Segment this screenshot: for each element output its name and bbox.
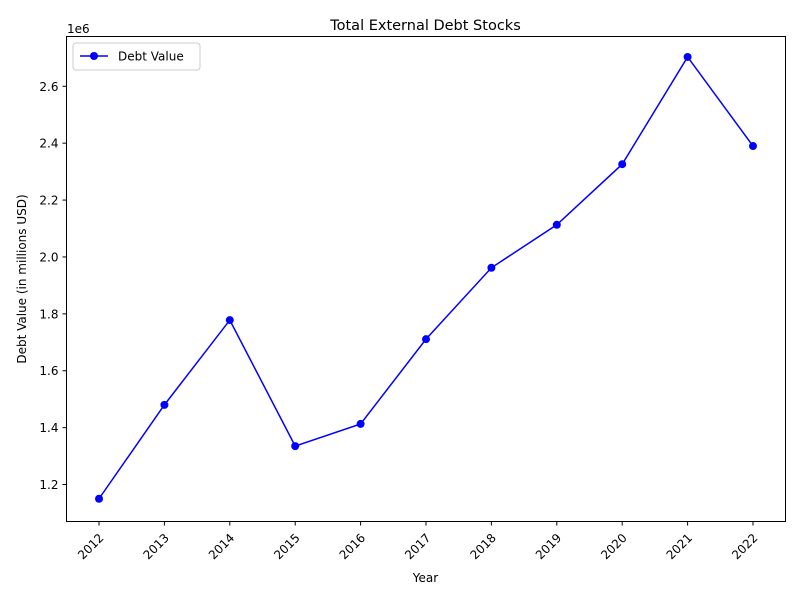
data-point bbox=[552, 220, 561, 229]
y-tick-label: 2.0 bbox=[39, 250, 58, 264]
data-point bbox=[291, 442, 300, 451]
y-offset-text: 1e6 bbox=[67, 22, 90, 36]
data-point bbox=[487, 263, 496, 272]
x-axis-label: Year bbox=[412, 571, 438, 585]
data-point bbox=[356, 419, 365, 428]
y-axis-label: Debt Value (in millions USD) bbox=[15, 194, 29, 363]
legend-box bbox=[72, 42, 201, 71]
data-point bbox=[160, 400, 169, 409]
y-tick-label: 1.4 bbox=[39, 421, 58, 435]
y-tick-label: 1.2 bbox=[39, 478, 58, 492]
series-layer bbox=[95, 52, 757, 503]
data-point bbox=[95, 494, 103, 503]
chart-title: Total External Debt Stocks bbox=[329, 18, 521, 34]
legend-label: Debt Value bbox=[118, 50, 184, 64]
y-tick-label: 2.6 bbox=[39, 80, 58, 94]
y-axis-ticks: 1.2 1.4 1.6 1.8 2.0 2.2 2.4 2.6 bbox=[39, 80, 67, 492]
y-tick-label: 2.2 bbox=[39, 194, 58, 208]
data-point bbox=[618, 160, 627, 169]
legend-marker bbox=[90, 52, 98, 60]
data-point bbox=[422, 335, 430, 344]
legend: Debt Value bbox=[72, 42, 201, 71]
y-tick-label: 1.8 bbox=[39, 307, 58, 321]
data-point bbox=[749, 142, 757, 151]
y-tick-label: 2.4 bbox=[39, 137, 58, 151]
data-point bbox=[683, 52, 692, 61]
y-tick-label: 1.6 bbox=[39, 364, 58, 378]
plot-frame bbox=[66, 36, 786, 522]
data-point bbox=[225, 316, 234, 325]
